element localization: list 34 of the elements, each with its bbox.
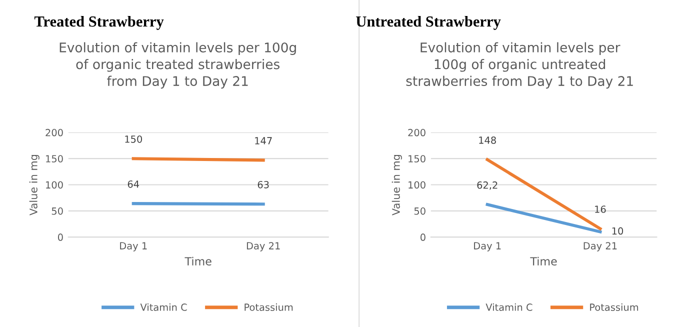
y-tick-label: 200	[408, 128, 426, 136]
data-label: 148	[479, 136, 496, 144]
x-tick-label: Day 1	[120, 242, 147, 252]
x-axis-title: Time	[184, 256, 212, 266]
y-tick-label: 0	[420, 234, 426, 241]
y-tick-label: 150	[46, 155, 63, 162]
x-tick-label: Day 21	[246, 242, 280, 252]
y-tick-label: 100	[46, 181, 63, 189]
y-tick-label: 200	[46, 128, 63, 136]
legend-label: Potassium	[244, 303, 293, 311]
chart-subtitle: Evolution of vitamin levels per 100g of organic untreated strawberries from Day 1 to Day 21	[406, 42, 633, 89]
chart-title: Untreated Strawberry	[356, 16, 501, 30]
legend-label: Vitamin C	[486, 303, 532, 311]
data-label: 63	[258, 180, 269, 188]
y-tick-label: 0	[58, 234, 63, 241]
x-tick-label: Day 1	[474, 242, 501, 252]
data-label: 62,2	[477, 181, 498, 190]
data-label: 147	[255, 137, 272, 144]
y-tick-label: 100	[408, 181, 426, 189]
chart-subtitle: Evolution of vitamin levels per 100g of organic treated strawberries from Day 1 to Day 21	[60, 42, 296, 89]
y-axis-title: Value in mg	[29, 154, 40, 216]
legend-label: Vitamin C	[140, 303, 187, 311]
y-axis-title: Value in mg	[392, 154, 402, 216]
legend-label: Potassium	[590, 303, 638, 311]
y-tick-label: 150	[408, 155, 426, 162]
y-tick-label: 50	[52, 207, 63, 215]
x-tick-label: Day 21	[584, 242, 617, 252]
data-label: 16	[595, 206, 606, 213]
x-axis-title: Time	[530, 256, 557, 266]
data-label: 150	[125, 135, 142, 143]
chart-title: Treated Strawberry	[34, 16, 164, 30]
y-tick-label: 50	[414, 207, 426, 215]
data-label: 10	[612, 227, 624, 235]
data-label: 64	[128, 180, 140, 188]
